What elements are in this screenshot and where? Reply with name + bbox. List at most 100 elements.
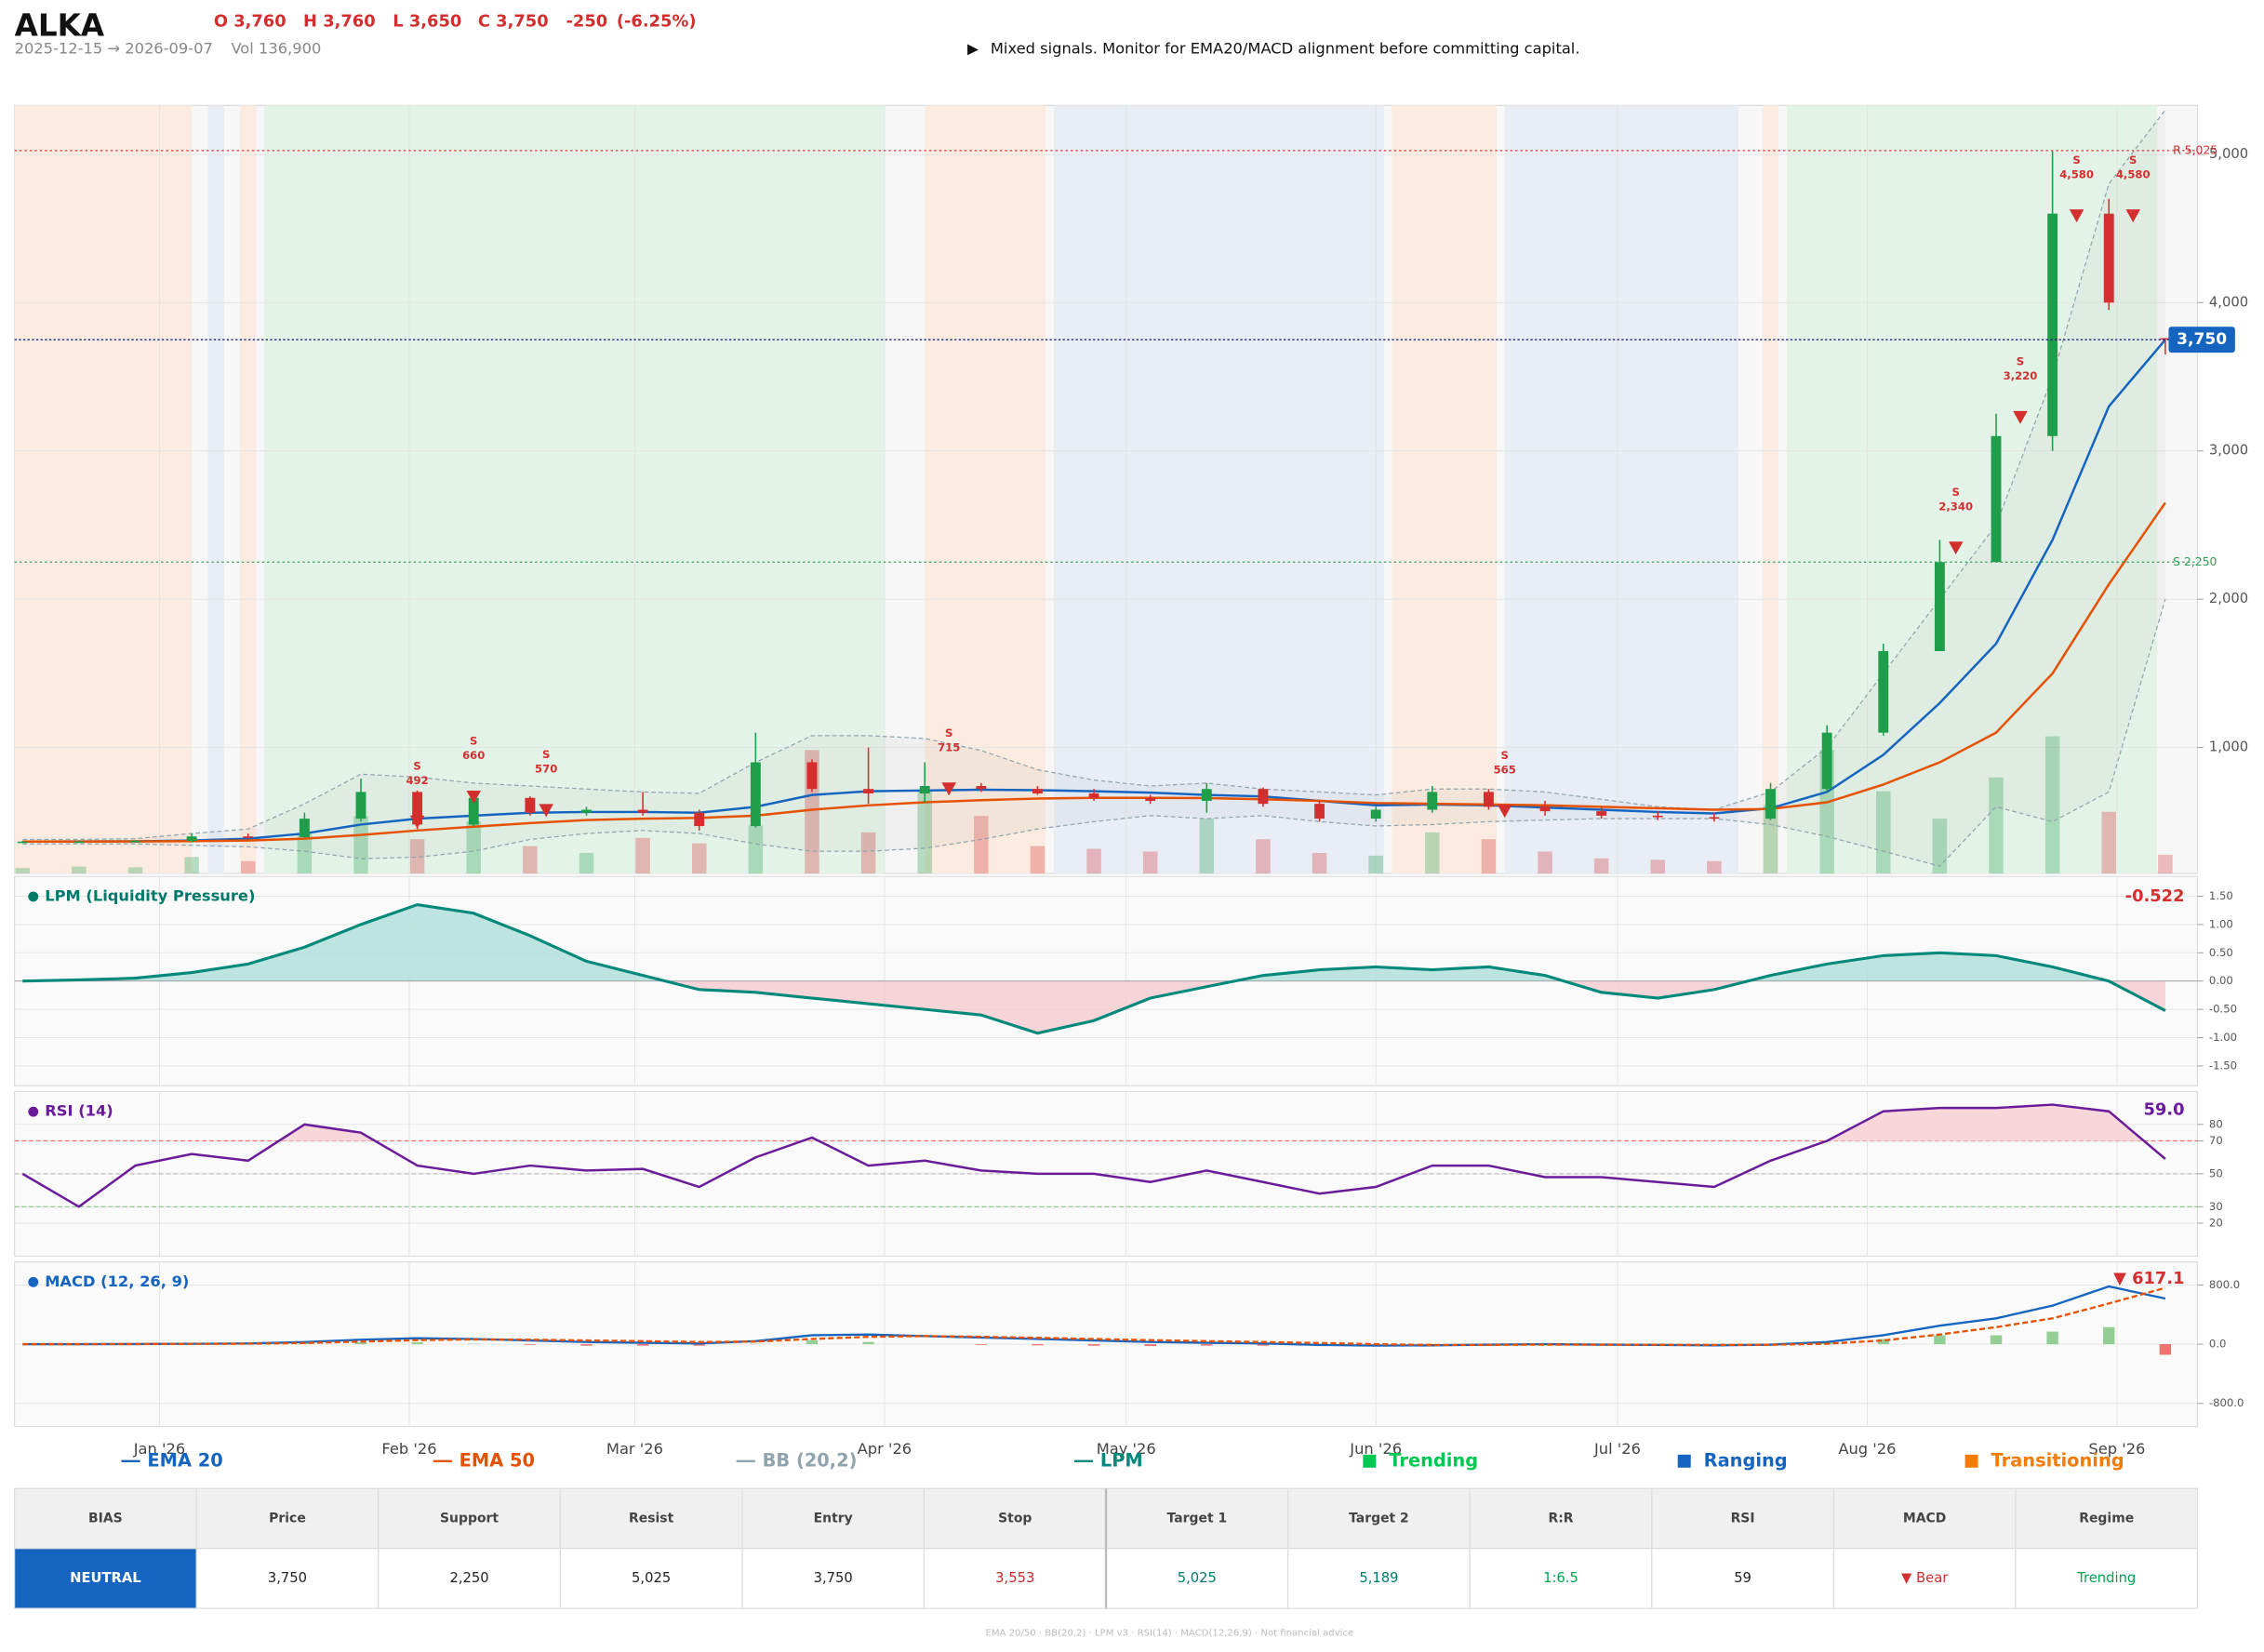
volume: Vol 136,900 — [231, 39, 321, 57]
volume-bar — [72, 866, 87, 874]
table-cell — [559, 1548, 743, 1609]
volume-bar — [15, 868, 31, 874]
volume-bar — [691, 843, 707, 874]
footer: EMA 20/50 · BB(20,2) · LPM v3 · RSI(14) … — [985, 1629, 1353, 1639]
candle-body — [863, 789, 874, 793]
candle-body — [1991, 435, 2002, 563]
x-tick-label: Feb '26 — [381, 1440, 436, 1458]
x-tick-label: Aug '26 — [1838, 1440, 1896, 1458]
table-header: MACD — [1903, 1512, 1947, 1526]
histogram-bar — [693, 1344, 705, 1346]
table-cell — [378, 1548, 561, 1609]
signal-marker — [2013, 410, 2028, 424]
volume-bar — [1312, 852, 1327, 874]
regime-band — [240, 105, 257, 874]
histogram-bar — [354, 1342, 367, 1345]
legend-swatch — [1964, 1454, 1978, 1468]
table-header-cell — [1651, 1487, 1834, 1550]
histogram-bar — [1877, 1339, 1889, 1345]
y-tick-label: 1.50 — [2209, 889, 2233, 902]
y-tick-label: -0.50 — [2209, 1003, 2237, 1016]
symbol: ALKA — [15, 7, 105, 43]
table-cell — [923, 1548, 1107, 1609]
signal-letter: S — [413, 760, 420, 773]
bb-lower — [22, 598, 2166, 867]
candle-body — [694, 812, 705, 827]
candle-body — [1709, 817, 1720, 819]
signal-letter: S — [2072, 153, 2080, 167]
signal-letter: S — [2129, 153, 2137, 167]
table-header: Support — [440, 1512, 499, 1526]
level-label: S 2,250 — [2173, 554, 2217, 568]
signal-value: 565 — [1494, 763, 1516, 776]
volume-bar — [635, 837, 650, 874]
signal-marker — [409, 815, 425, 829]
signal-marker — [2125, 209, 2140, 223]
table-header: BIAS — [88, 1512, 123, 1526]
volume-bar — [1425, 832, 1440, 874]
histogram-bar — [1934, 1335, 1946, 1345]
histogram-bar — [2046, 1331, 2058, 1345]
volume-bar — [860, 832, 876, 874]
y-tick-label: -1.50 — [2209, 1059, 2237, 1072]
table-header-cell — [741, 1487, 926, 1550]
volume-bar — [1876, 791, 1891, 874]
last-value: 59.0 — [2144, 1100, 2185, 1120]
candle-body — [130, 840, 140, 843]
signal-marker — [941, 782, 956, 796]
panel-title: LPM (Liquidity Pressure) — [45, 886, 255, 904]
y-tick-label: 800.0 — [2209, 1278, 2240, 1291]
change: -250 — [566, 11, 608, 31]
table-header-cell — [1469, 1487, 1653, 1550]
table-cell — [741, 1548, 926, 1609]
volume-bar — [1142, 851, 1158, 874]
histogram-bar — [580, 1344, 593, 1346]
table-header: Entry — [814, 1512, 853, 1526]
table-value: 1:6.5 — [1543, 1570, 1578, 1586]
candle-body — [581, 809, 592, 813]
signal-marker — [466, 791, 482, 804]
candle-body — [2047, 213, 2058, 436]
candle-body — [1765, 789, 1776, 819]
title-dot — [28, 891, 39, 902]
table-value: ▼ Bear — [1901, 1570, 1949, 1586]
signal-letter: S — [1952, 486, 1960, 499]
signal-marker — [539, 804, 553, 818]
volume-bar — [1030, 846, 1045, 874]
table-header: R:R — [1548, 1512, 1573, 1526]
volume-bar — [466, 821, 482, 874]
y-tick-label: 4,000 — [2209, 294, 2248, 310]
signal-letter: S — [945, 726, 952, 739]
volume-bar — [1763, 805, 1778, 874]
signal-letter: S — [542, 748, 550, 761]
ohlc-open: O 3,760 — [214, 11, 286, 31]
candle-body — [1258, 789, 1269, 805]
signal-value: 2,340 — [1938, 500, 1973, 513]
current-label: 3,750 — [2177, 330, 2227, 349]
candle-body — [750, 762, 761, 827]
date-range: 2025-12-15 → 2026-09-07 — [15, 39, 213, 57]
regime-band — [207, 105, 224, 874]
histogram-bar — [1201, 1344, 1213, 1346]
regime-band — [14, 105, 193, 874]
table-header-cell — [13, 1487, 197, 1550]
table-cell — [13, 1548, 197, 1609]
candle-body — [355, 792, 366, 819]
candle-body — [1934, 562, 1945, 651]
candle-body — [73, 841, 85, 844]
candle-body — [1878, 650, 1889, 733]
table-value: 2,250 — [449, 1570, 488, 1586]
histogram-bar — [1257, 1344, 1270, 1346]
signal-marker — [2069, 209, 2084, 223]
x-tick-label: Jan '26 — [133, 1440, 185, 1458]
candle-body — [299, 819, 310, 838]
y-tick-label: 1.00 — [2209, 917, 2233, 930]
table-header: Stop — [998, 1512, 1032, 1526]
volume-bar — [184, 857, 199, 874]
table-value: 59 — [1734, 1570, 1751, 1586]
table-value: 5,025 — [632, 1570, 671, 1586]
candle-body — [17, 841, 28, 844]
volume-bar — [1199, 819, 1215, 874]
volume-bar — [2101, 811, 2117, 874]
